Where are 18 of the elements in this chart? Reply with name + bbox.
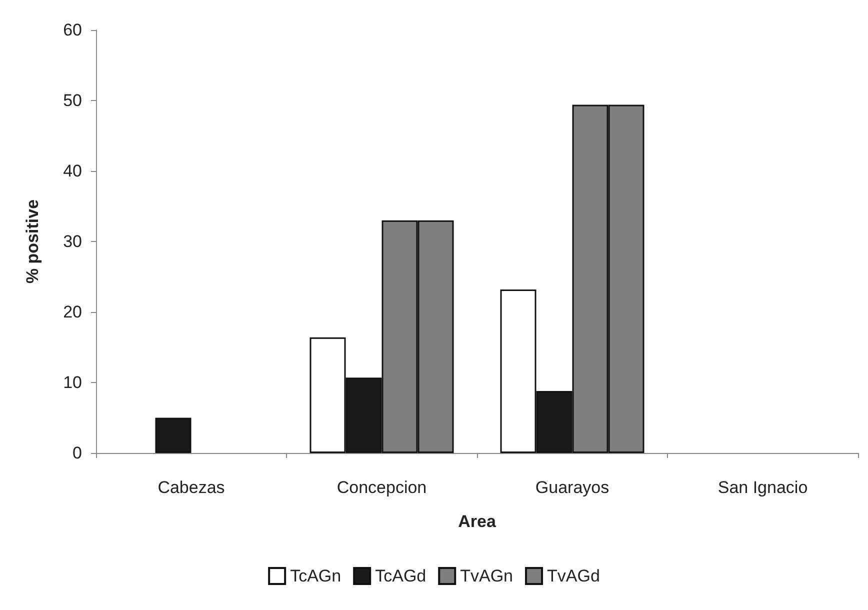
y-axis-title: % positive (23, 199, 42, 284)
legend-label: TcAGd (375, 566, 426, 586)
x-tick-label: San Ignacio (718, 478, 808, 497)
x-tick-label: Concepcion (336, 478, 427, 497)
y-tick-label: 40 (63, 162, 82, 180)
legend-label: TvAGd (547, 566, 600, 586)
y-tick-label: 50 (63, 91, 82, 110)
y-tick-label: 60 (63, 20, 82, 40)
x-tick-label: Guarayos (535, 478, 610, 497)
y-tick-label: 20 (63, 302, 82, 322)
x-axis-title: Area (458, 512, 496, 531)
legend-label: TvAGn (460, 566, 514, 586)
y-tick-label: 10 (63, 373, 82, 392)
y-tick-label: 0 (72, 444, 82, 462)
legend-label: TcAGn (290, 566, 342, 586)
x-tick-label: Cabezas (158, 478, 225, 497)
bar (155, 418, 192, 453)
y-tick-label: 30 (63, 232, 82, 251)
